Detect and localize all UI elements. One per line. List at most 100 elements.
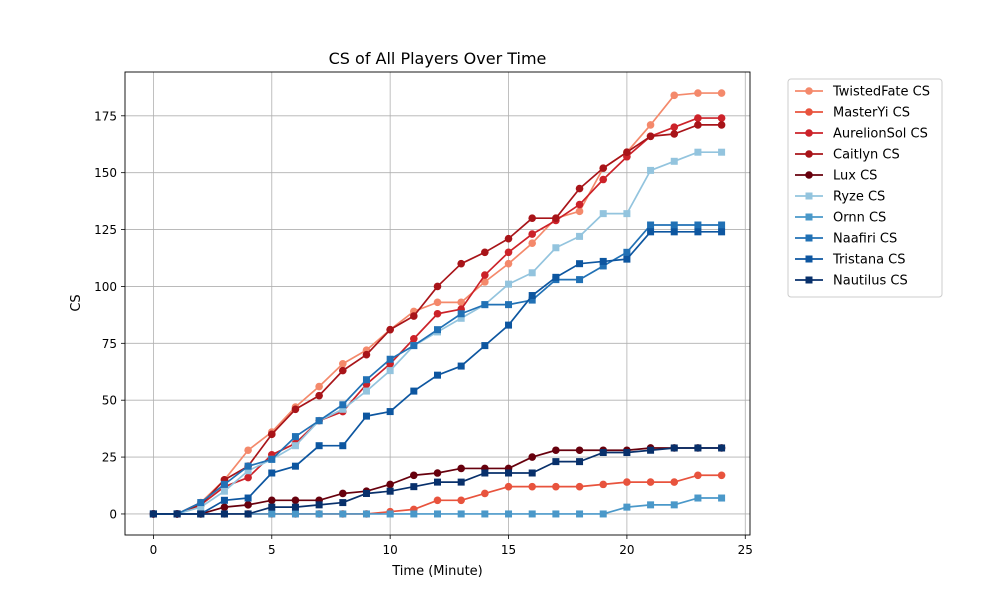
data-point xyxy=(291,496,300,505)
x-tick-label: 25 xyxy=(738,543,753,557)
data-point xyxy=(481,489,489,498)
data-point xyxy=(386,510,394,518)
legend-label: Naafiri CS xyxy=(833,232,897,247)
data-point xyxy=(386,408,394,416)
data-point xyxy=(410,334,418,343)
data-point xyxy=(315,391,323,400)
data-point xyxy=(505,301,513,309)
data-point xyxy=(362,510,370,518)
data-point xyxy=(457,314,465,322)
y-tick-label: 75 xyxy=(102,337,117,351)
data-point xyxy=(670,91,679,100)
data-point xyxy=(552,446,560,455)
legend-item: TwistedFate CS xyxy=(795,85,930,100)
data-point xyxy=(504,259,513,268)
y-tick-label: 125 xyxy=(94,223,117,237)
data-point xyxy=(457,310,465,318)
data-point xyxy=(339,489,347,498)
legend-swatch-marker xyxy=(805,87,813,95)
y-tick-label: 25 xyxy=(102,451,117,465)
data-point xyxy=(717,114,726,122)
data-point xyxy=(433,496,442,505)
data-point xyxy=(528,292,536,300)
legend-swatch-marker xyxy=(805,276,813,284)
data-point xyxy=(717,471,726,480)
data-point xyxy=(552,458,560,466)
data-point xyxy=(552,482,560,491)
data-point xyxy=(410,471,418,480)
data-point xyxy=(647,446,655,454)
chart-title: CS of All Players Over Time xyxy=(329,49,547,68)
y-tick-label: 175 xyxy=(94,109,117,123)
data-point xyxy=(575,200,584,209)
data-point xyxy=(481,469,489,477)
data-point xyxy=(670,228,678,236)
data-point xyxy=(457,510,465,518)
data-point xyxy=(291,503,299,511)
legend-item: Tristana CS xyxy=(795,253,906,268)
data-point xyxy=(647,166,655,174)
data-point xyxy=(694,121,702,129)
legend-swatch-marker xyxy=(805,234,813,242)
data-point xyxy=(646,121,655,129)
data-point xyxy=(718,148,726,156)
data-point xyxy=(694,494,702,502)
data-point xyxy=(434,510,441,518)
series-nautilus-cs xyxy=(149,444,726,518)
data-point xyxy=(220,510,228,518)
data-point xyxy=(623,148,631,157)
legend-swatch-marker xyxy=(805,108,813,116)
data-point xyxy=(694,228,702,236)
data-point xyxy=(481,342,489,350)
legend-label: Ornn CS xyxy=(833,211,886,226)
data-point xyxy=(504,234,513,243)
data-point xyxy=(481,301,489,309)
data-point xyxy=(386,325,394,334)
data-point xyxy=(576,276,584,284)
data-point xyxy=(339,510,347,518)
data-point xyxy=(457,496,465,505)
data-point xyxy=(599,164,608,172)
data-point xyxy=(197,510,205,518)
data-point xyxy=(646,478,655,486)
data-point xyxy=(670,501,678,509)
data-point xyxy=(339,359,347,368)
data-point xyxy=(457,298,465,307)
data-point xyxy=(315,382,323,391)
data-point xyxy=(623,478,631,486)
data-point xyxy=(457,362,465,370)
data-point xyxy=(410,483,418,491)
data-point xyxy=(410,342,418,350)
data-point xyxy=(315,417,323,425)
data-point xyxy=(433,469,442,477)
data-point xyxy=(647,501,655,509)
x-axis-label: Time (Minute) xyxy=(391,564,483,579)
data-point xyxy=(268,510,276,518)
data-point xyxy=(599,262,607,270)
data-point xyxy=(433,282,442,291)
data-point xyxy=(718,444,726,452)
data-point xyxy=(434,478,441,486)
data-point xyxy=(528,214,536,222)
data-point xyxy=(197,503,205,511)
data-point xyxy=(670,444,678,452)
data-point xyxy=(552,214,560,222)
data-point xyxy=(717,89,726,97)
data-point xyxy=(291,442,299,450)
data-point xyxy=(220,480,228,488)
data-point xyxy=(244,510,252,518)
data-point xyxy=(504,248,513,257)
data-point xyxy=(575,482,584,491)
data-point xyxy=(362,489,370,497)
data-point xyxy=(717,121,726,129)
data-point xyxy=(694,148,702,156)
data-point xyxy=(410,510,418,518)
data-point xyxy=(528,482,536,491)
data-point xyxy=(339,442,347,450)
data-point xyxy=(481,510,489,518)
plot-frame xyxy=(124,71,751,536)
legend-item: Ryze CS xyxy=(795,190,885,205)
data-point xyxy=(599,210,607,218)
